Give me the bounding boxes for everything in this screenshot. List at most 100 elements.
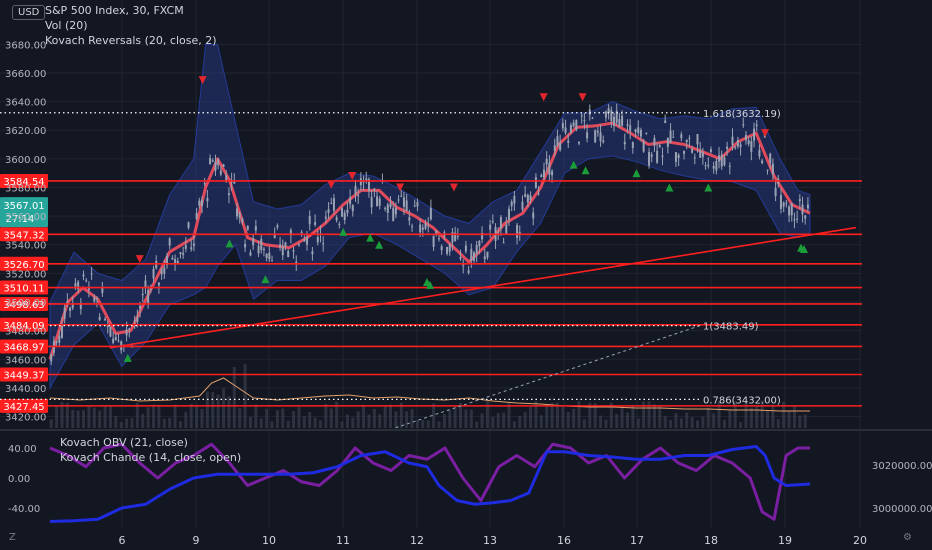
candle-body	[281, 246, 284, 256]
candle-body	[117, 340, 120, 342]
level-price-label: 3498.63	[3, 300, 44, 311]
candle-body	[798, 199, 801, 202]
volume-bar	[103, 405, 107, 428]
fibonacci-label: 1.618(3632.19)	[703, 109, 781, 120]
candle-body	[327, 209, 330, 213]
candle-body	[93, 297, 96, 302]
candle-body	[357, 195, 360, 197]
candle-body	[440, 246, 443, 251]
volume-bar	[426, 420, 430, 428]
candle-body	[437, 238, 440, 240]
candle-body	[481, 232, 484, 240]
time-axis-label: 6	[119, 534, 126, 547]
candle-body	[114, 336, 117, 341]
candle-body	[723, 157, 726, 166]
candle-body	[744, 134, 747, 141]
volume-bar	[60, 401, 64, 428]
currency-badge[interactable]: USD	[12, 5, 46, 20]
z-icon[interactable]: Z	[9, 532, 16, 543]
volume-bar	[275, 410, 279, 428]
candle-body	[701, 152, 704, 158]
candle-body	[475, 245, 478, 254]
volume-bar	[372, 408, 376, 428]
candle-body	[174, 259, 177, 264]
candle-body	[731, 136, 734, 146]
up-arrow-icon	[800, 245, 809, 254]
candle-body	[370, 196, 373, 208]
candle-body	[583, 120, 586, 122]
volume-bars	[49, 364, 810, 428]
candle-body	[804, 215, 807, 219]
candle-body	[683, 150, 686, 154]
volume-bar	[76, 410, 80, 428]
time-axis-label: 19	[778, 534, 792, 547]
candle-body	[451, 232, 454, 243]
candle-body	[405, 200, 408, 212]
candle-body	[273, 233, 276, 238]
volume-bar	[642, 401, 646, 428]
volume-bar	[394, 411, 398, 428]
volume-bar	[728, 410, 732, 428]
volume-bar	[141, 413, 145, 428]
volume-bar	[415, 419, 419, 428]
candle-body	[615, 110, 618, 123]
candle-body	[106, 325, 109, 327]
candle-body	[782, 202, 785, 207]
volume-bar	[609, 402, 613, 428]
up-arrow-icon	[426, 280, 434, 289]
level-price-label: 3449.37	[3, 370, 44, 381]
candle-body	[233, 181, 236, 184]
candle-body	[349, 197, 352, 205]
candle-body	[265, 253, 268, 259]
vol-indicator-label[interactable]: Vol (20)	[45, 19, 88, 32]
candle-body	[171, 258, 174, 260]
candle-body	[85, 280, 88, 282]
candle-body	[419, 224, 422, 233]
candle-body	[637, 127, 640, 134]
obv-line	[49, 445, 811, 523]
volume-bar	[114, 416, 118, 428]
current-price-tag	[0, 197, 48, 228]
volume-bar	[620, 405, 624, 428]
candle-body	[788, 206, 791, 216]
obv-indicator-label[interactable]: Kovach OBV (21, close)	[60, 436, 188, 449]
volume-bar	[410, 409, 414, 428]
volume-bar	[178, 420, 182, 428]
volume-bar	[71, 409, 75, 428]
candle-body	[241, 218, 244, 222]
reversals-indicator-label[interactable]: Kovach Reversals (20, close, 2)	[45, 34, 217, 47]
candle-body	[249, 252, 252, 256]
candle-body	[631, 142, 634, 148]
level-price-label: 3547.32	[3, 230, 44, 241]
volume-bar	[92, 407, 96, 428]
candle-body	[147, 290, 150, 304]
time-axis-label: 20	[853, 534, 867, 547]
chande-indicator-label[interactable]: Kovach Chande (14, close, open)	[60, 451, 242, 464]
candle-body	[505, 224, 508, 235]
support-resistance-lines[interactable]: 3584.54 3547.32 3526.70 3510.11 3498.63 3484.…	[0, 173, 862, 413]
gear-icon[interactable]: ⚙	[903, 532, 912, 543]
candle-body	[545, 158, 548, 165]
chande-line	[49, 442, 810, 521]
down-arrow-icon	[348, 172, 357, 181]
volume-bar	[485, 400, 489, 428]
volume-bar	[270, 421, 274, 428]
candle-body	[316, 236, 319, 243]
candle-body	[206, 197, 209, 202]
candle-body	[287, 250, 290, 258]
fibonacci-levels[interactable]: 1.618(3632.19) 1(3483.49) 0.786(3432.00)	[0, 109, 781, 429]
candle-body	[653, 137, 656, 146]
candle-body	[645, 132, 648, 134]
candle-body	[77, 281, 80, 290]
time-axis-label: 16	[557, 534, 571, 547]
candle-body	[680, 134, 683, 139]
candle-body	[271, 260, 274, 262]
time-axis-label: 18	[704, 534, 718, 547]
candle-body	[324, 216, 327, 219]
symbol-title[interactable]: S&P 500 Index, 30, FXCM	[45, 4, 184, 17]
volume-bar	[82, 410, 86, 428]
candle-body	[424, 223, 427, 229]
candle-body	[268, 252, 271, 260]
candle-body	[521, 201, 524, 210]
